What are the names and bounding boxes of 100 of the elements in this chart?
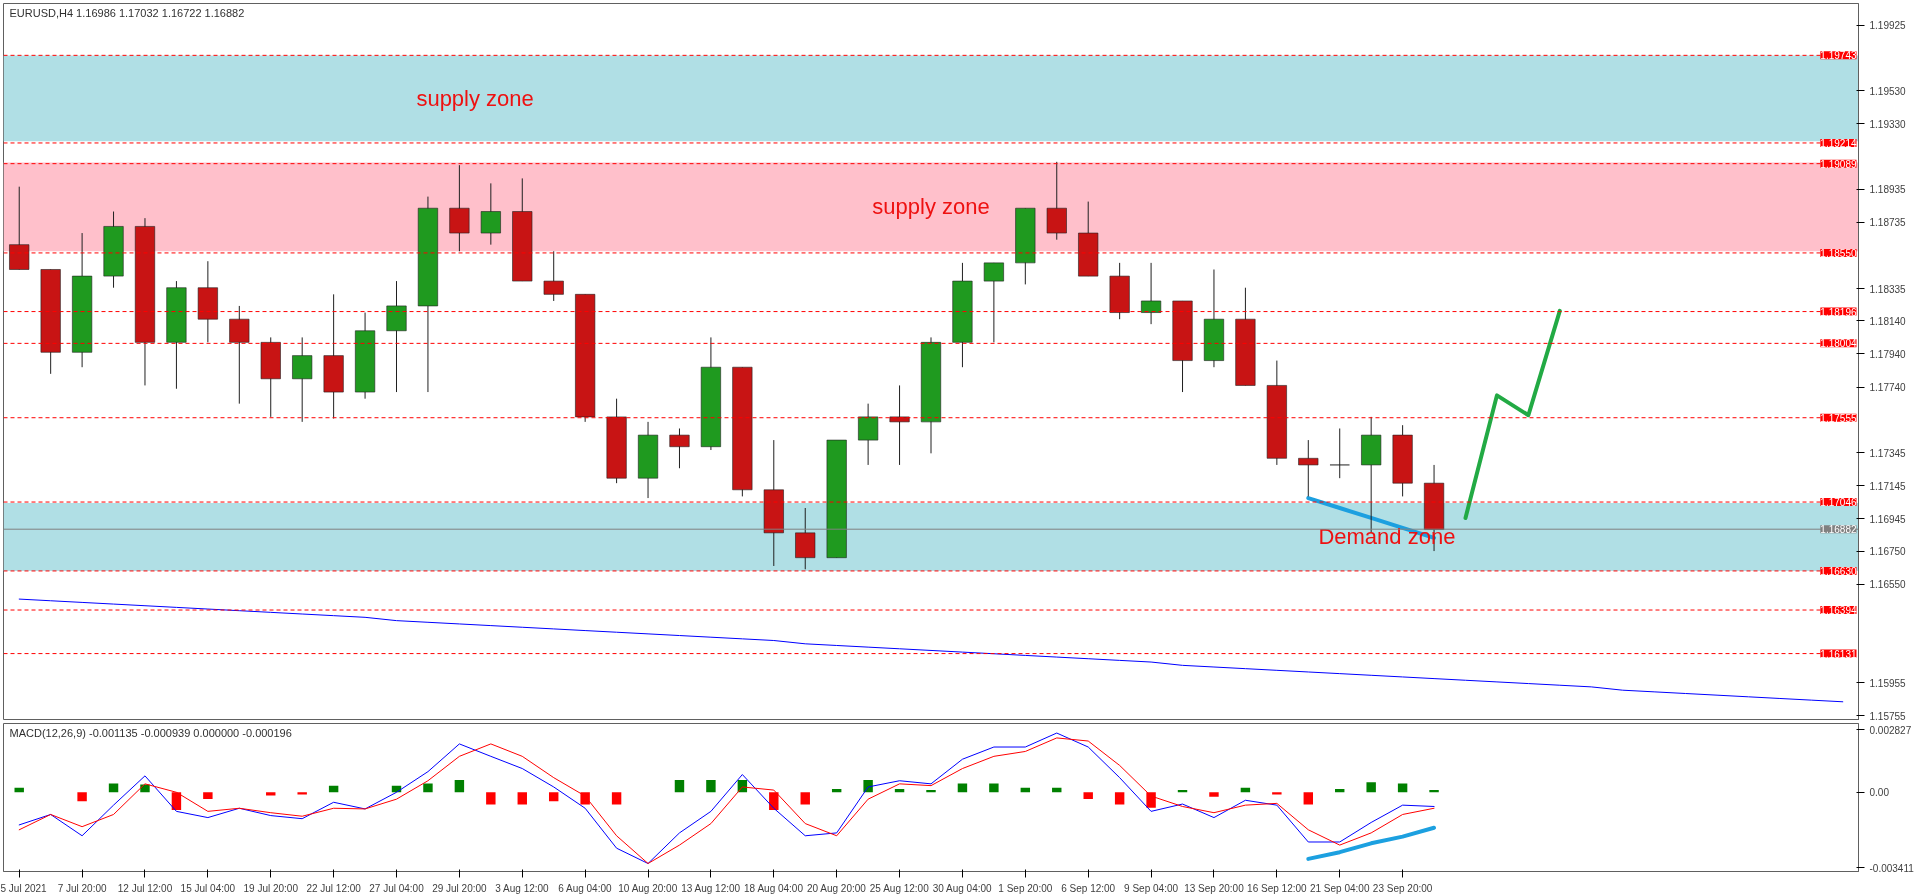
ref-line-label: 1.17046 <box>1820 497 1857 509</box>
bar <box>1083 792 1093 799</box>
y-tick-label: 1.17145 <box>1869 480 1907 492</box>
bar <box>1146 792 1156 808</box>
bar <box>611 792 622 805</box>
x-tick-label: 7 Jul 20:00 <box>57 882 107 894</box>
x-tick-label: 30 Aug 04:00 <box>932 882 993 894</box>
candlestick <box>889 384 910 466</box>
ref-line-label: 1.16630 <box>1820 565 1857 577</box>
bar <box>989 783 999 793</box>
bar <box>297 792 307 795</box>
y-tick-label: 0.002827 <box>1869 724 1912 736</box>
y-tick-label: 1.16550 <box>1869 579 1907 591</box>
bar <box>454 780 465 793</box>
candlestick <box>1329 428 1350 479</box>
ref-line-label: 1.19743 <box>1820 50 1857 62</box>
ref-line-label: 1.18196 <box>1820 306 1857 318</box>
y-tick-label: 1.17740 <box>1869 382 1907 394</box>
x-tick-label: 22 Jul 12:00 <box>306 882 362 894</box>
bar <box>486 792 496 805</box>
bar <box>203 792 213 799</box>
bar <box>549 792 559 802</box>
y-tick-label: 1.17345 <box>1869 447 1907 459</box>
bar <box>1209 792 1219 797</box>
ref-line-label: 1.17555 <box>1820 412 1857 424</box>
candlestick <box>229 305 250 405</box>
x-tick-label: 13 Aug 12:00 <box>681 882 741 894</box>
bar <box>1429 790 1439 793</box>
x-tick-label: 18 Aug 04:00 <box>744 882 804 894</box>
bar <box>800 792 810 805</box>
candlestick <box>983 262 1004 343</box>
bar <box>674 780 685 793</box>
y-tick-label: 1.18935 <box>1869 184 1907 196</box>
candlestick <box>543 250 564 302</box>
x-tick-label: 21 Sep 04:00 <box>1309 882 1370 894</box>
band-label: supply zone <box>416 85 534 111</box>
y-tick-label: 1.18335 <box>1869 283 1907 295</box>
ref-line-label: 1.18550 <box>1820 247 1857 259</box>
x-tick-label: 6 Sep 12:00 <box>1061 882 1116 894</box>
bar <box>580 792 590 805</box>
x-tick-label: 29 Jul 20:00 <box>432 882 488 894</box>
x-tick-label: 6 Aug 04:00 <box>558 882 613 894</box>
bar <box>77 792 87 802</box>
bar <box>926 790 936 793</box>
x-tick-label: 13 Sep 20:00 <box>1184 882 1245 894</box>
y-tick-label: 1.19330 <box>1869 118 1907 130</box>
x-tick-label: 25 Aug 12:00 <box>869 882 930 894</box>
ref-line-label: 1.16394 <box>1820 605 1857 617</box>
y-tick-label: 0.00 <box>1869 787 1890 799</box>
y-tick-label: 1.15955 <box>1869 677 1907 689</box>
y-tick-label: 1.19925 <box>1869 20 1907 32</box>
band-label: supply zone <box>872 194 990 220</box>
y-tick-label: 1.16945 <box>1869 513 1907 525</box>
ref-line-label: 1.19214 <box>1820 137 1857 149</box>
y-tick-label: -0.003411 <box>1869 862 1915 874</box>
bar <box>1114 792 1125 805</box>
y-tick-label: 1.17940 <box>1869 348 1907 360</box>
x-tick-label: 19 Jul 20:00 <box>243 882 299 894</box>
x-tick-label: 23 Sep 20:00 <box>1372 882 1433 894</box>
line-series <box>1306 825 1437 861</box>
bar <box>1303 792 1313 805</box>
candlestick <box>1298 439 1319 497</box>
x-tick-label: 3 Aug 12:00 <box>495 882 550 894</box>
y-tick-label: 1.19530 <box>1869 85 1907 97</box>
candlestick <box>1141 262 1162 325</box>
ref-line-label: 1.18004 <box>1820 338 1857 350</box>
bar <box>1272 792 1282 795</box>
ref-line-label: 1.16131 <box>1820 648 1857 660</box>
bar <box>1397 783 1408 793</box>
x-tick-label: 12 Jul 12:00 <box>117 882 173 894</box>
candlestick <box>858 403 879 466</box>
candlestick <box>669 428 690 469</box>
x-tick-label: 9 Sep 04:00 <box>1124 882 1179 894</box>
ref-line-label: 1.19089 <box>1820 158 1857 170</box>
y-tick-label: 1.15755 <box>1869 710 1907 722</box>
x-tick-label: 27 Jul 04:00 <box>369 882 425 894</box>
line-series <box>1463 308 1562 520</box>
y-tick-label: 1.18140 <box>1869 315 1907 327</box>
chart-title: MACD(12,26,9) -0.001135 -0.000939 0.000000 -0.000196 <box>9 726 292 739</box>
candlestick <box>292 336 313 423</box>
ref-line-label: 1.16882 <box>1820 524 1857 536</box>
bar <box>423 783 433 793</box>
x-tick-label: 20 Aug 20:00 <box>806 882 867 894</box>
x-tick-label: 10 Aug 20:00 <box>618 882 678 894</box>
candlestick <box>480 182 501 246</box>
band-label: Demand zone <box>1318 524 1456 550</box>
x-tick-label: 5 Jul 2021 <box>0 882 48 894</box>
bar <box>517 792 527 805</box>
bar <box>706 780 716 793</box>
bar <box>1366 782 1376 793</box>
x-tick-label: 15 Jul 04:00 <box>180 882 236 894</box>
x-tick-label: 1 Sep 20:00 <box>998 882 1053 894</box>
bar <box>266 792 276 796</box>
x-tick-label: 16 Sep 12:00 <box>1247 882 1308 894</box>
chart-title: EURUSD,H4 1.16986 1.17032 1.16722 1.16882 <box>9 6 245 19</box>
y-tick-label: 1.18735 <box>1869 217 1907 229</box>
bar <box>957 783 968 793</box>
y-tick-label: 1.16750 <box>1869 546 1907 558</box>
bar <box>108 783 119 793</box>
bar <box>769 792 779 811</box>
